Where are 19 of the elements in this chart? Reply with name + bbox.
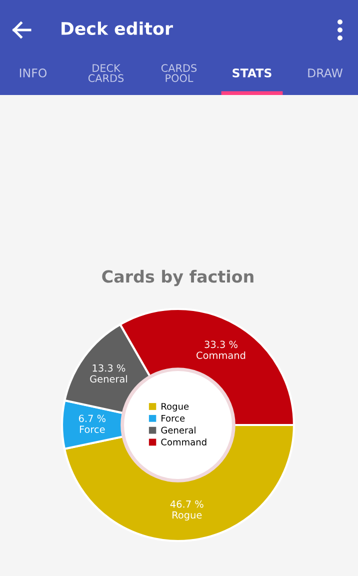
slice-label: Force [80,426,105,433]
chart-title: Cards by faction [102,270,254,286]
data-label: 46.7 % [170,500,204,508]
text: Deck editor [62,22,173,36]
slice-label: Rogue [172,511,202,521]
category-label: INFO [20,68,47,78]
category-label: DECK CARDS [88,64,124,82]
slice-label: General [90,375,127,383]
data-label: 6.7 % [78,414,106,422]
legend-label: Command [161,438,206,446]
legend-label: General [161,426,196,434]
data-label: 33.3 % [204,340,238,348]
legend-label: Rogue [162,403,189,412]
category-label: CARDS POOL [161,64,197,82]
data-label: 13.3 % [92,364,126,372]
slice-label: Command [196,351,246,359]
category-label: STATS [232,68,272,78]
legend-label: Force [162,414,185,422]
category-label: DRAW [308,68,343,78]
